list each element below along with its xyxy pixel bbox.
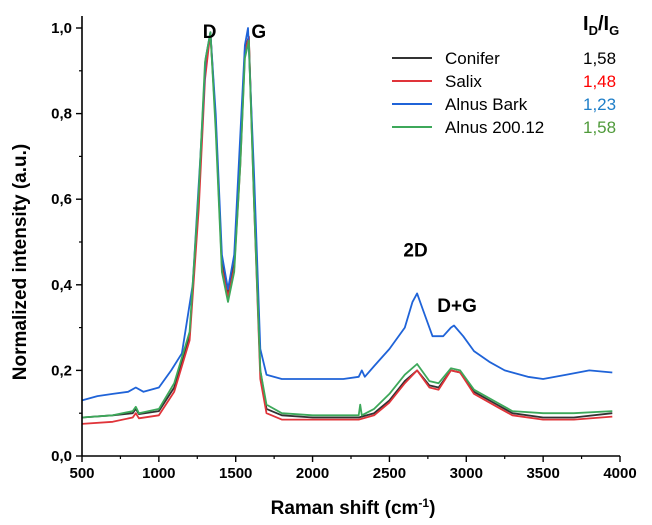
peak-label-2d: 2D bbox=[403, 240, 427, 261]
y-tick-label: 0,2 bbox=[51, 362, 72, 379]
x-tick-label: 500 bbox=[69, 465, 94, 482]
y-tick-label: 0,0 bbox=[51, 448, 72, 465]
x-tick-label: 2000 bbox=[296, 465, 329, 482]
axes bbox=[81, 16, 620, 457]
plot-lines bbox=[81, 27, 613, 425]
ratio-value: 1,48 bbox=[583, 72, 616, 91]
x-tick-label: 3000 bbox=[450, 465, 483, 482]
peak-label-d: D bbox=[203, 22, 217, 43]
legend-label: Salix bbox=[445, 72, 482, 91]
ticks: 500 1000 1500 2000 2500 3000 3500 4000 0,0 0,2 0,4… bbox=[51, 20, 637, 482]
x-axis-label-tail: ) bbox=[429, 498, 435, 519]
y-axis-label: Normalized intensity (a.u.) bbox=[10, 144, 31, 380]
ratio-value: 1,58 bbox=[583, 118, 616, 137]
legend: Conifer Salix Alnus Bark Alnus 200.12 bbox=[392, 49, 544, 137]
x-tick-label: 4000 bbox=[603, 465, 636, 482]
ratio-value: 1,58 bbox=[583, 49, 616, 68]
ratio-header: ID/IG bbox=[583, 13, 619, 38]
y-tick-label: 1,0 bbox=[51, 20, 72, 37]
series-line-alnus-200-12 bbox=[81, 31, 613, 419]
x-axis-label-sup: -1 bbox=[418, 496, 429, 510]
series-line-alnus-bark bbox=[81, 27, 613, 402]
legend-label: Conifer bbox=[445, 49, 500, 68]
x-axis-label: Raman shift (cm-1) bbox=[271, 496, 436, 519]
ratio-column: ID/IG 1,58 1,48 1,23 1,58 bbox=[583, 13, 619, 137]
y-tick-label: 0,4 bbox=[51, 277, 73, 294]
peak-label-dg: D+G bbox=[437, 296, 477, 317]
legend-label: Alnus 200.12 bbox=[445, 118, 544, 137]
x-axis-label-main: Raman shift (cm bbox=[271, 498, 419, 519]
x-tick-label: 1000 bbox=[142, 465, 175, 482]
y-tick-label: 0,6 bbox=[51, 191, 72, 208]
annotations: D G 2D D+G bbox=[203, 22, 477, 317]
x-tick-label: 2500 bbox=[373, 465, 406, 482]
ratio-value: 1,23 bbox=[583, 95, 616, 114]
y-tick-label: 0,8 bbox=[51, 106, 72, 123]
peak-label-g: G bbox=[251, 22, 266, 43]
series-line-salix bbox=[81, 31, 613, 425]
series-line-conifer bbox=[81, 31, 613, 419]
x-tick-label: 1500 bbox=[219, 465, 252, 482]
legend-label: Alnus Bark bbox=[445, 95, 528, 114]
x-tick-label: 3500 bbox=[526, 465, 559, 482]
